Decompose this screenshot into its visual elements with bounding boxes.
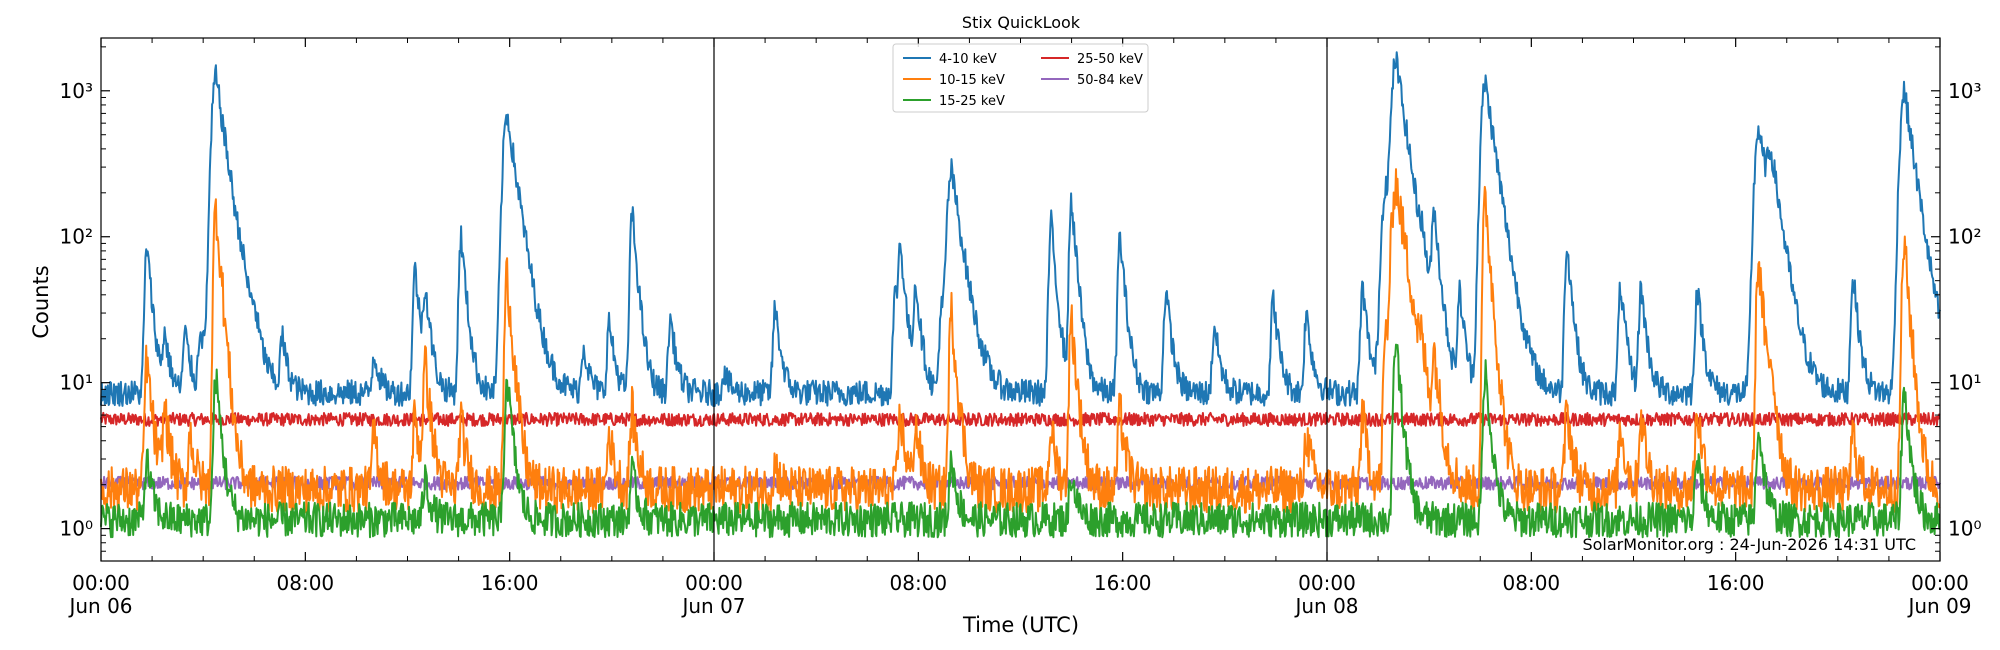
x-axis-label: Time (UTC) bbox=[962, 613, 1079, 637]
series-line-25-50-kev bbox=[100, 411, 1941, 427]
x-tick-label: 16:00 bbox=[481, 571, 539, 595]
series-line-4-10-kev bbox=[100, 51, 1941, 407]
y-axis-label: Counts bbox=[29, 265, 53, 338]
chart-title: Stix QuickLook bbox=[962, 13, 1081, 32]
y-tick-label-right: 10³ bbox=[1948, 79, 1981, 103]
legend-box bbox=[892, 43, 1149, 113]
x-tick-label: 00:00 bbox=[1911, 571, 1969, 595]
legend-label: 25-50 keV bbox=[1077, 52, 1143, 67]
x-tick-date-label: Jun 07 bbox=[680, 594, 745, 618]
legend-label: 15-25 keV bbox=[939, 94, 1005, 109]
legend: 4-10 keV 10-15 keV 15-25 keV 25-50 keV 50-84… bbox=[892, 43, 1149, 113]
legend-label: 10-15 keV bbox=[939, 73, 1005, 88]
legend-label: 4-10 keV bbox=[939, 52, 997, 67]
x-tick-label: 16:00 bbox=[1094, 571, 1152, 595]
x-tick-date-label: Jun 08 bbox=[1293, 594, 1358, 618]
source-annotation: SolarMonitor.org : 24-Jun-2026 14:31 UTC bbox=[1582, 535, 1916, 554]
legend-label: 50-84 keV bbox=[1077, 73, 1143, 88]
y-tick-label-right: 10¹ bbox=[1948, 371, 1981, 395]
y-tick-label-right: 10⁰ bbox=[1948, 517, 1981, 541]
x-tick-date-label: Jun 06 bbox=[67, 594, 132, 618]
y-tick-label: 10² bbox=[60, 225, 93, 249]
x-tick-label: 08:00 bbox=[1503, 571, 1561, 595]
x-tick-label: 16:00 bbox=[1707, 571, 1765, 595]
x-tick-label: 08:00 bbox=[890, 571, 948, 595]
series-line-15-25-kev bbox=[100, 343, 1941, 539]
y-tick-label: 10³ bbox=[60, 79, 93, 103]
x-tick-label: 00:00 bbox=[685, 571, 743, 595]
plot-area bbox=[100, 37, 1941, 562]
x-tick-label: 08:00 bbox=[277, 571, 335, 595]
y-tick-label: 10¹ bbox=[60, 371, 93, 395]
y-tick-label: 10⁰ bbox=[60, 517, 93, 541]
y-tick-label-right: 10² bbox=[1948, 225, 1981, 249]
series-line-10-15-kev bbox=[100, 168, 1941, 514]
x-tick-label: 00:00 bbox=[72, 571, 130, 595]
x-tick-label: 00:00 bbox=[1298, 571, 1356, 595]
x-tick-date-label: Jun 09 bbox=[1906, 594, 1971, 618]
y-axis: 10⁰ 10⁰ 10¹ 10¹ 10² 10² 10³ 10³ bbox=[60, 46, 1981, 562]
